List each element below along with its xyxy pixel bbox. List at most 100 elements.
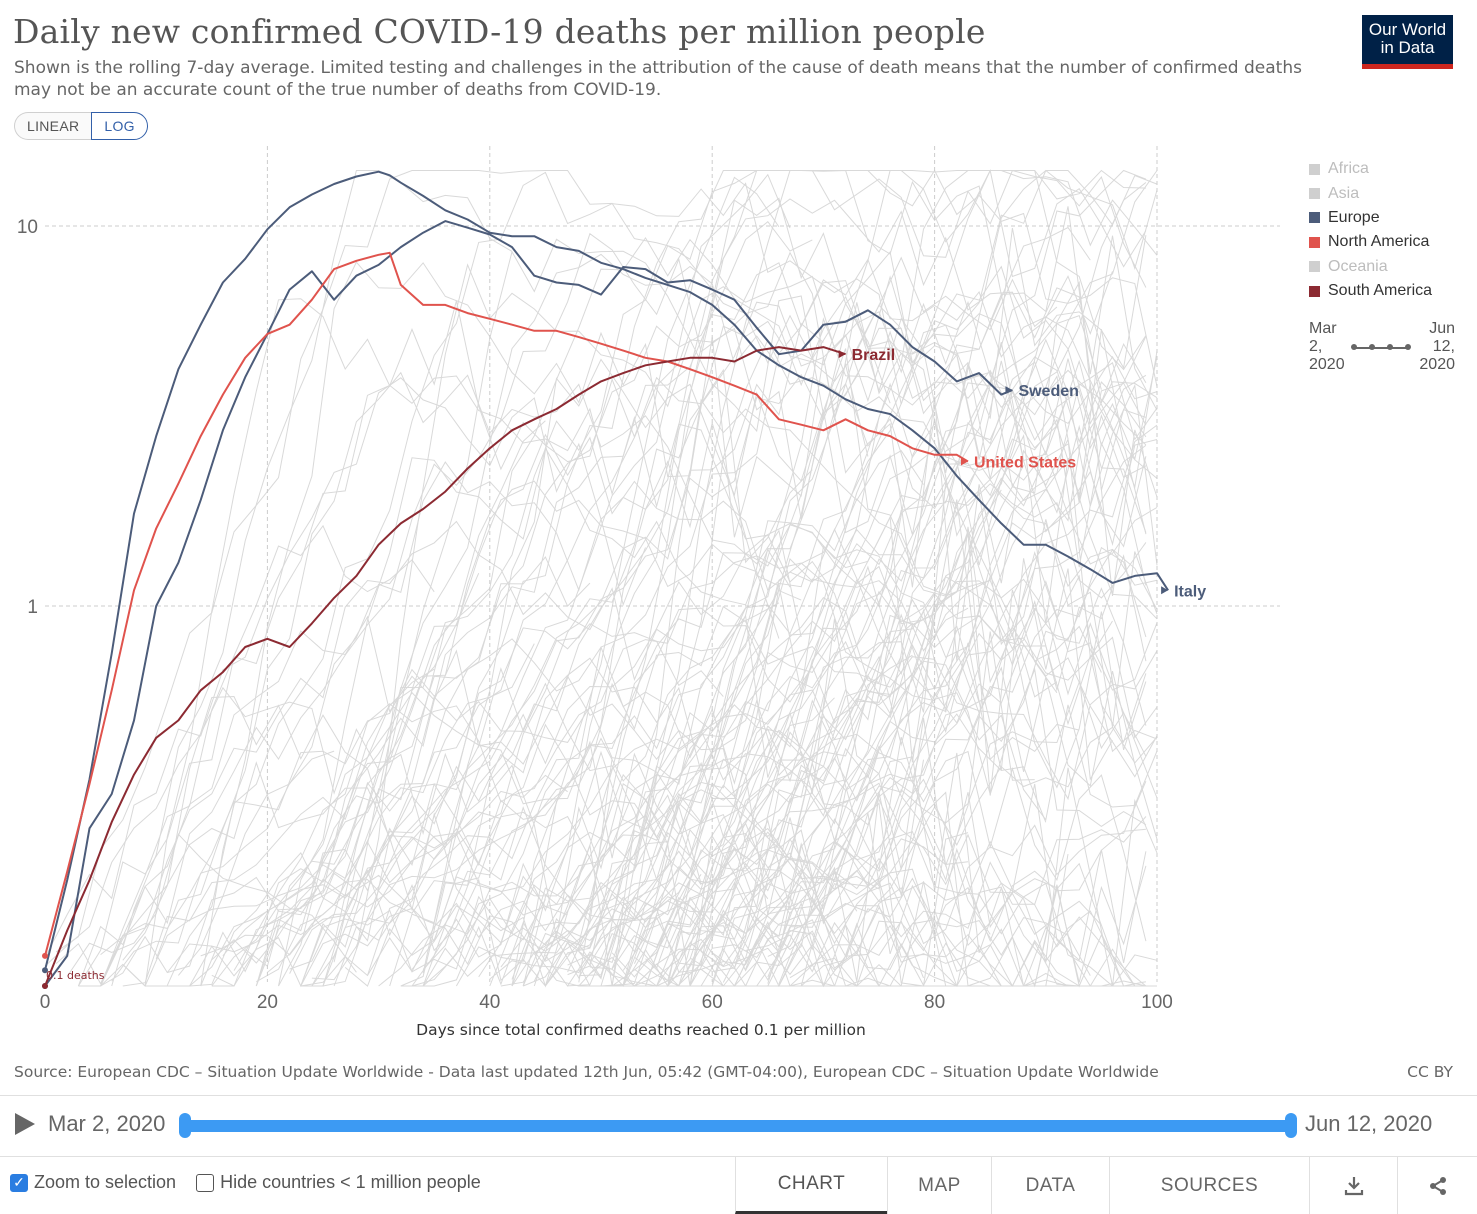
background-country-line [567, 256, 1058, 976]
background-country-line [289, 363, 869, 970]
background-country-line [600, 597, 1158, 987]
background-country-line [489, 750, 1157, 987]
hide-small-checkbox[interactable] [196, 1173, 215, 1192]
y-tick-label: 10 [17, 217, 38, 238]
background-country-line [767, 546, 1147, 978]
series-end-arrow [960, 457, 968, 466]
share-icon[interactable] [1397, 1157, 1477, 1214]
time-end-day: 12, [1432, 338, 1455, 355]
background-country-line [511, 176, 780, 987]
background-country-line [567, 314, 1102, 955]
background-country-line [778, 580, 1158, 985]
legend-item[interactable]: Africa [1309, 157, 1432, 181]
chart-subtitle: Shown is the rolling 7-day average. Limi… [14, 58, 1302, 100]
background-country-line [111, 170, 513, 987]
series-label: Italy [1174, 583, 1206, 600]
legend-swatch [1309, 285, 1320, 297]
divider [0, 1156, 1477, 1157]
background-country-line [55, 170, 1147, 953]
highlighted-series [42, 170, 1169, 989]
background-country-line [722, 170, 1147, 983]
background-country-line [511, 640, 1158, 987]
tab-sources[interactable]: SOURCES [1109, 1157, 1309, 1214]
legend-swatch [1309, 236, 1320, 248]
log-scale-button[interactable]: LOG [91, 112, 148, 140]
time-start-day: 2, [1309, 338, 1323, 355]
background-country-line [656, 816, 1147, 987]
legend-item[interactable]: North America [1309, 230, 1432, 254]
background-country-line [611, 339, 1147, 969]
background-country-line [411, 304, 1147, 970]
series-end-arrow [838, 350, 846, 359]
background-country-line [511, 704, 891, 987]
time-start-month: Mar [1309, 320, 1337, 337]
background-country-line [678, 169, 1146, 986]
background-country-line [767, 444, 1147, 957]
license-link[interactable]: CC BY [1407, 1063, 1453, 1081]
play-icon[interactable] [15, 1113, 35, 1135]
legend-item[interactable]: Oceania [1309, 255, 1432, 279]
time-dot [1369, 344, 1375, 350]
background-country-line [523, 879, 1146, 987]
background-country-line [634, 680, 1147, 987]
legend-swatch [1309, 212, 1320, 224]
background-country-line [255, 433, 1147, 987]
series-label: Sweden [1018, 383, 1078, 400]
background-country-line [622, 275, 1158, 971]
source-note[interactable]: Source: European CDC – Situation Update … [14, 1063, 1159, 1081]
background-country-line [611, 398, 924, 987]
hide-small-label[interactable]: Hide countries < 1 million people [220, 1172, 481, 1192]
background-country-line [789, 828, 1146, 988]
series-line-brazil [44, 346, 846, 987]
tab-chart[interactable]: CHART [735, 1157, 887, 1214]
legend-label: Europe [1328, 208, 1380, 226]
background-country-line [178, 461, 646, 976]
owid-logo[interactable]: Our World in Data [1362, 15, 1453, 69]
background-country-line [211, 695, 1102, 988]
background-country-line [77, 615, 924, 987]
time-end-label: Jun 12, 2020 [1419, 320, 1455, 374]
background-country-line [200, 638, 1158, 987]
background-country-line [200, 261, 1113, 987]
series-start-point [42, 952, 48, 959]
zoom-label[interactable]: Zoom to selection [34, 1172, 177, 1192]
background-country-line [422, 258, 1158, 970]
download-icon[interactable] [1309, 1157, 1397, 1214]
tab-data[interactable]: DATA [991, 1157, 1109, 1214]
zoom-checkbox[interactable]: ✓ [10, 1173, 28, 1192]
legend-label: South America [1328, 282, 1433, 300]
time-start-year: 2020 [1309, 356, 1345, 373]
series-end-arrow [1005, 386, 1013, 395]
background-country-line [78, 520, 1035, 987]
background-country-line [611, 849, 880, 987]
background-country-line [55, 556, 591, 985]
legend-item[interactable]: Europe [1309, 206, 1432, 230]
background-country-line [544, 528, 1147, 987]
x-tick-label: 80 [924, 992, 945, 1013]
background-country-line [800, 169, 1158, 987]
x-tick-label: 20 [257, 992, 278, 1013]
tab-map[interactable]: MAP [887, 1157, 991, 1214]
background-country-line [311, 253, 891, 987]
tab-bar: CHART MAP DATA SOURCES [735, 1157, 1477, 1214]
legend-item[interactable]: South America [1309, 279, 1432, 303]
background-country-line [478, 483, 1147, 978]
background-country-line [311, 322, 824, 981]
legend-item[interactable]: Asia [1309, 181, 1432, 205]
timeline-end-handle[interactable] [1285, 1113, 1297, 1138]
linear-scale-button[interactable]: LINEAR [14, 112, 92, 140]
chart-controls: ✓ Zoom to selection Hide countries < 1 m… [10, 1172, 481, 1193]
legend-swatch [1309, 188, 1320, 200]
background-country-line [767, 336, 1147, 987]
timeline-start-handle[interactable] [179, 1113, 191, 1138]
background-country-line [100, 761, 702, 988]
timeline-track[interactable] [184, 1120, 1292, 1132]
time-range-line [1353, 347, 1409, 349]
background-country-line [122, 691, 769, 987]
time-dot [1387, 344, 1393, 350]
background-country-line [678, 625, 1102, 986]
background-country-line [300, 894, 1146, 987]
background-country-line [711, 226, 1091, 985]
background-country-line [733, 424, 1158, 987]
background-country-line [300, 578, 969, 987]
